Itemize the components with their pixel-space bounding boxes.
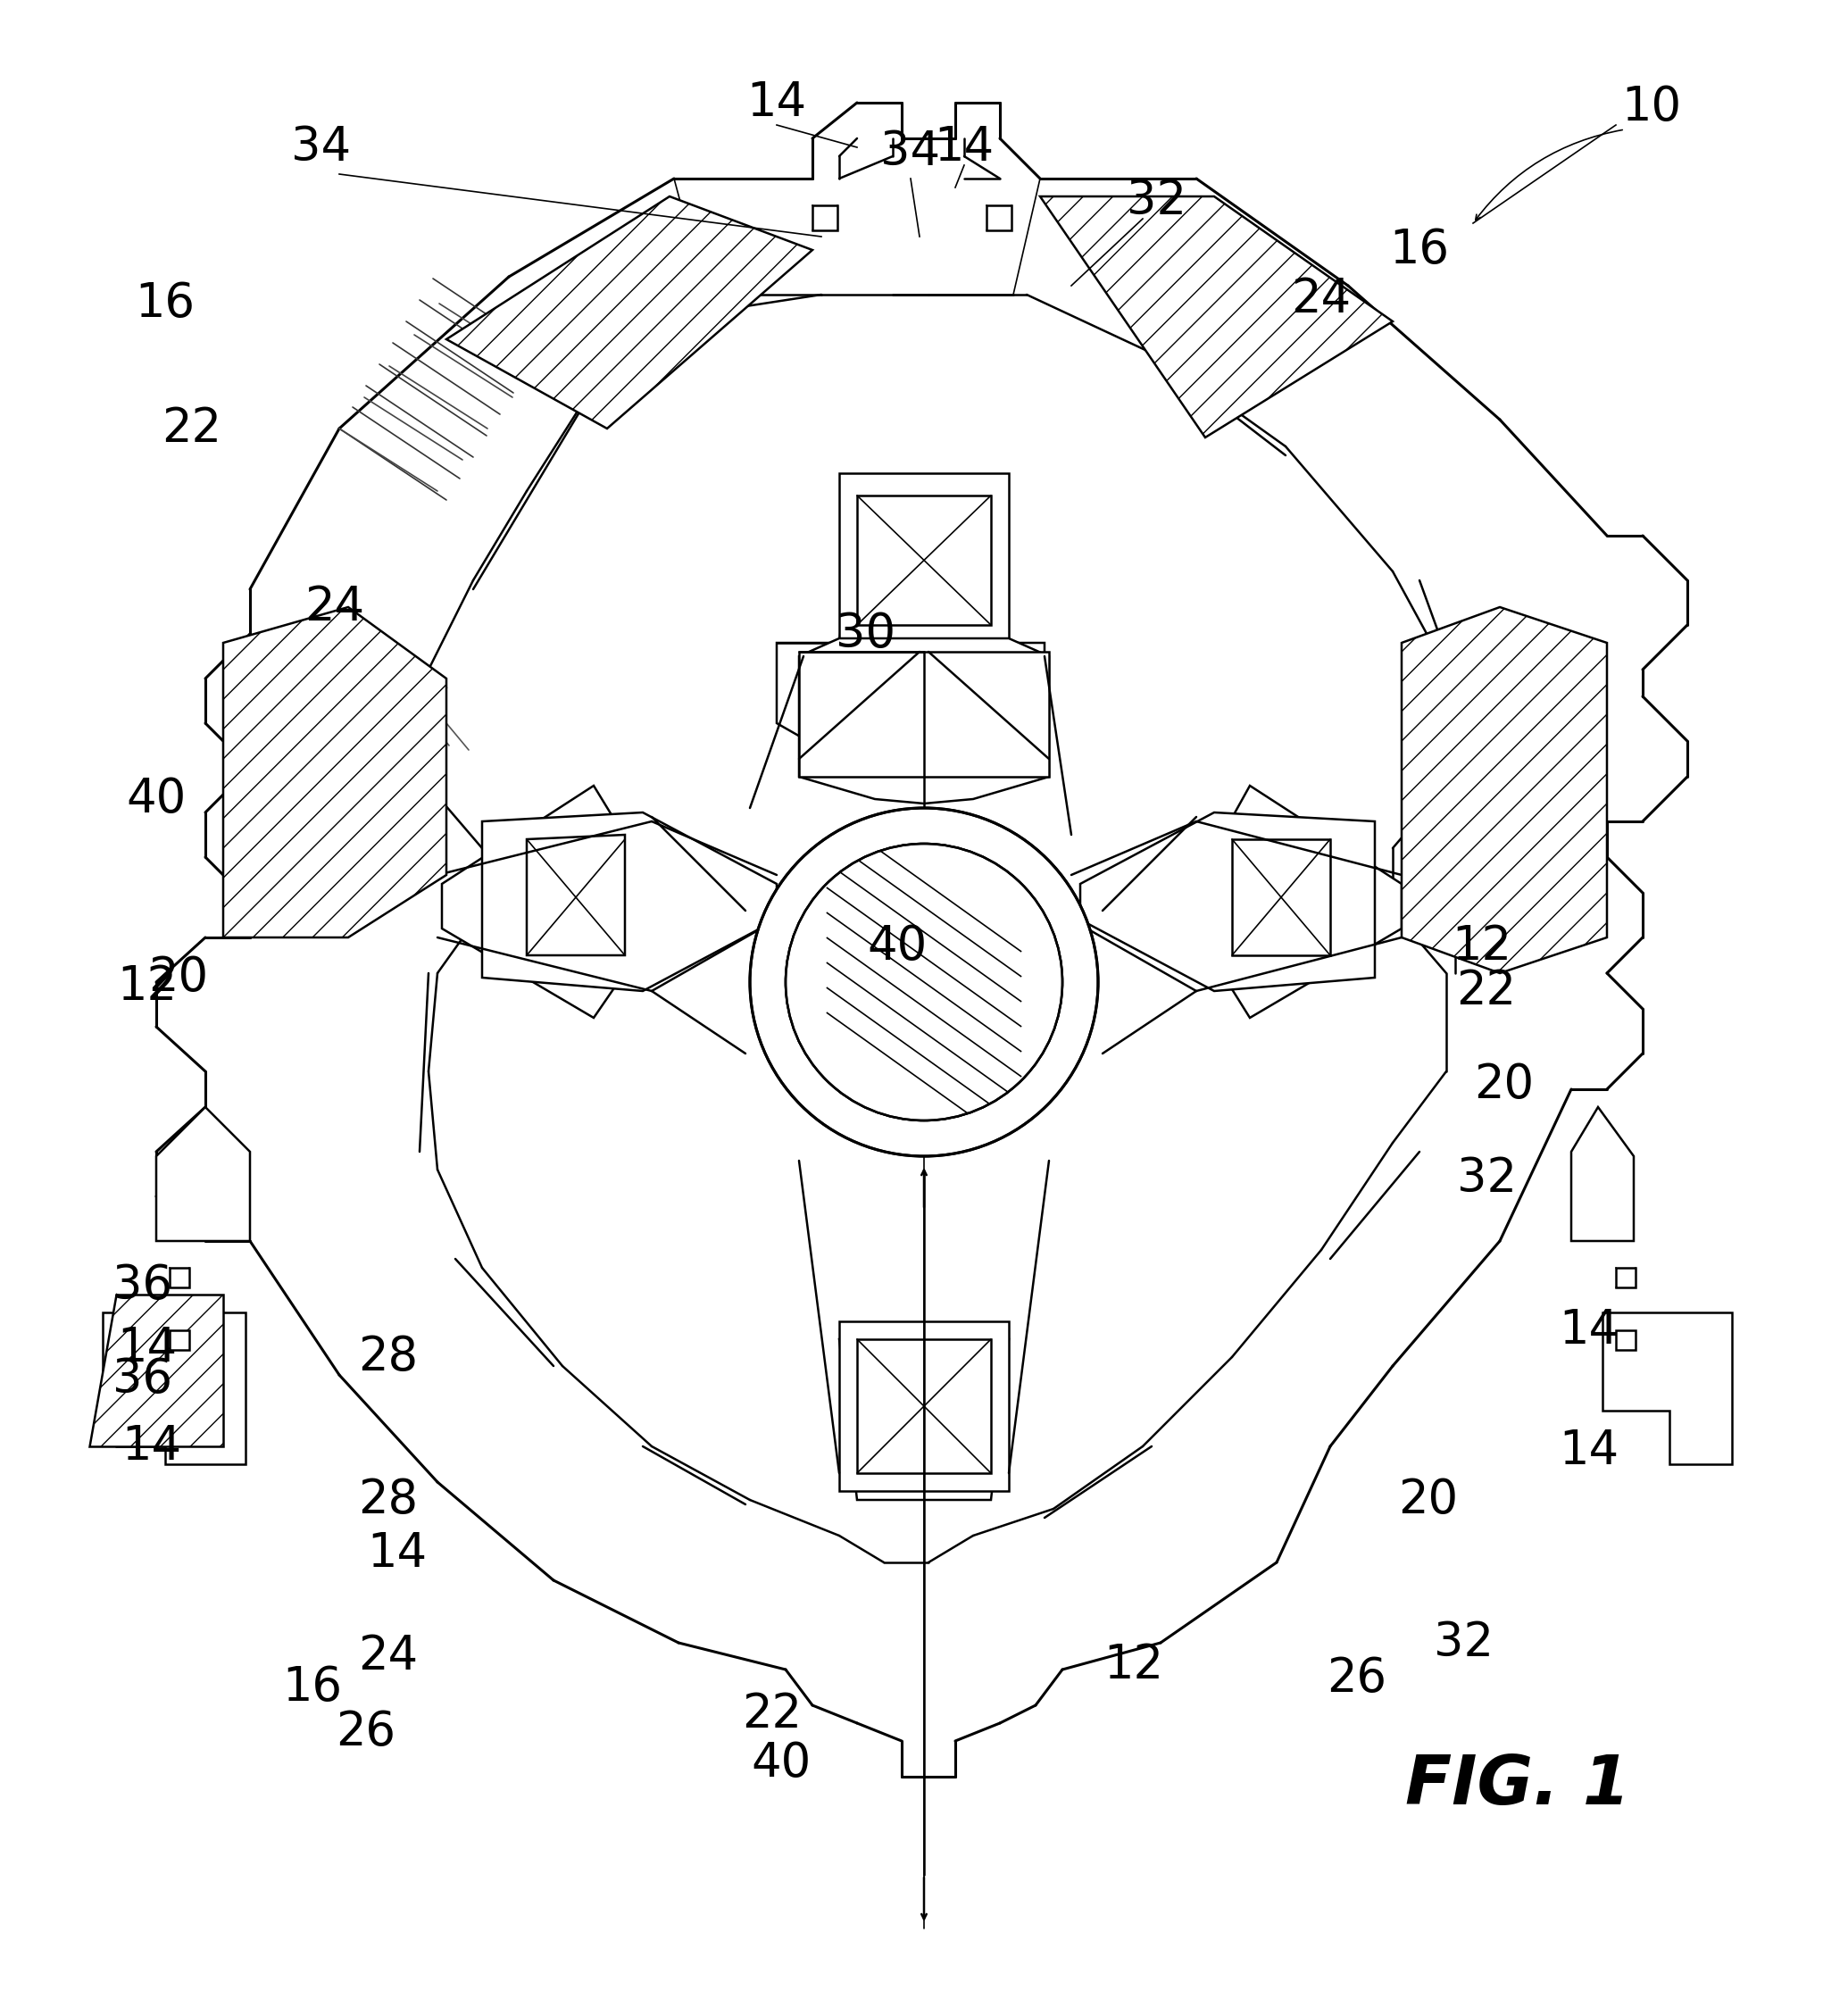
- Polygon shape: [224, 608, 447, 938]
- Text: 36: 36: [113, 1263, 174, 1309]
- Polygon shape: [798, 638, 1050, 804]
- Polygon shape: [1205, 786, 1401, 1017]
- Polygon shape: [1233, 840, 1331, 956]
- Polygon shape: [839, 1321, 1009, 1491]
- Polygon shape: [1602, 1313, 1732, 1463]
- Polygon shape: [103, 1313, 246, 1463]
- Bar: [170, 1267, 188, 1287]
- Polygon shape: [839, 486, 1000, 648]
- Text: 10: 10: [1623, 84, 1682, 130]
- Polygon shape: [857, 496, 991, 626]
- Text: 14: 14: [368, 1531, 427, 1577]
- Text: 14: 14: [116, 1325, 177, 1371]
- Text: 14: 14: [747, 80, 808, 126]
- Text: 32: 32: [1125, 178, 1186, 224]
- Text: 24: 24: [359, 1633, 418, 1679]
- Text: 40: 40: [126, 776, 187, 822]
- Polygon shape: [482, 812, 776, 992]
- Bar: [813, 206, 837, 230]
- Text: 14: 14: [1560, 1307, 1619, 1353]
- Polygon shape: [981, 644, 1044, 760]
- Bar: [1615, 1329, 1635, 1349]
- Polygon shape: [442, 786, 643, 1017]
- Polygon shape: [527, 836, 625, 956]
- Polygon shape: [857, 1339, 991, 1473]
- Text: 40: 40: [750, 1739, 811, 1787]
- Text: 34: 34: [881, 128, 941, 176]
- Text: 20: 20: [1399, 1477, 1458, 1523]
- Bar: [987, 206, 1011, 230]
- Text: 14: 14: [935, 124, 994, 170]
- Text: FIG. 1: FIG. 1: [1404, 1753, 1630, 1819]
- Polygon shape: [1571, 1107, 1634, 1241]
- Circle shape: [785, 844, 1063, 1121]
- Text: 24: 24: [305, 584, 364, 630]
- Text: 32: 32: [1434, 1619, 1493, 1665]
- Circle shape: [750, 808, 1098, 1155]
- Polygon shape: [1401, 608, 1608, 974]
- Text: 28: 28: [359, 1333, 418, 1379]
- Text: 34: 34: [292, 124, 351, 170]
- Polygon shape: [447, 196, 813, 428]
- Text: 36: 36: [113, 1355, 174, 1403]
- Bar: [1615, 1267, 1635, 1287]
- Polygon shape: [1081, 812, 1375, 992]
- Text: 28: 28: [359, 1477, 418, 1523]
- Text: 26: 26: [1327, 1655, 1388, 1701]
- Text: 16: 16: [135, 280, 196, 326]
- Text: 12: 12: [1453, 924, 1512, 970]
- Bar: [170, 1329, 188, 1349]
- Polygon shape: [839, 474, 1009, 644]
- Polygon shape: [1040, 196, 1393, 438]
- Polygon shape: [157, 1107, 249, 1241]
- Text: 14: 14: [1560, 1427, 1619, 1473]
- Text: 22: 22: [1456, 968, 1517, 1013]
- Text: 16: 16: [283, 1665, 342, 1711]
- Polygon shape: [89, 1295, 224, 1447]
- Text: 22: 22: [163, 406, 222, 452]
- Text: 20: 20: [148, 954, 209, 1001]
- Text: 12: 12: [1103, 1641, 1164, 1689]
- Polygon shape: [839, 1339, 1009, 1499]
- Text: 26: 26: [336, 1709, 395, 1755]
- Polygon shape: [776, 644, 839, 760]
- Text: 32: 32: [1456, 1155, 1517, 1201]
- Polygon shape: [798, 652, 1050, 778]
- Text: 40: 40: [867, 924, 928, 970]
- Text: 24: 24: [1292, 276, 1351, 322]
- Text: 20: 20: [1475, 1061, 1534, 1107]
- Text: 14: 14: [122, 1423, 181, 1469]
- Text: 30: 30: [835, 610, 896, 658]
- Text: 16: 16: [1390, 226, 1449, 274]
- Text: 22: 22: [743, 1691, 802, 1737]
- Text: 12: 12: [118, 964, 177, 1009]
